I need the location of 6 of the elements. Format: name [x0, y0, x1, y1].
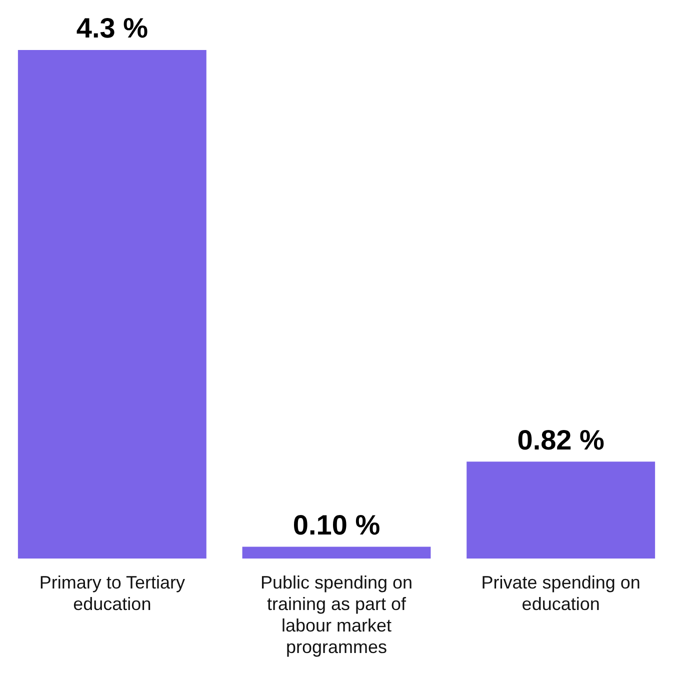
x-tick-label: Primary to Tertiary education	[39, 572, 186, 614]
data-label: 0.10 %	[292, 509, 380, 540]
x-tick-label: Private spending on education	[481, 572, 640, 614]
data-label: 4.3 %	[76, 12, 148, 44]
x-tick-label: Public spending on training as part of labour market programmes	[260, 572, 413, 658]
data-label: 0.82 %	[517, 424, 605, 456]
